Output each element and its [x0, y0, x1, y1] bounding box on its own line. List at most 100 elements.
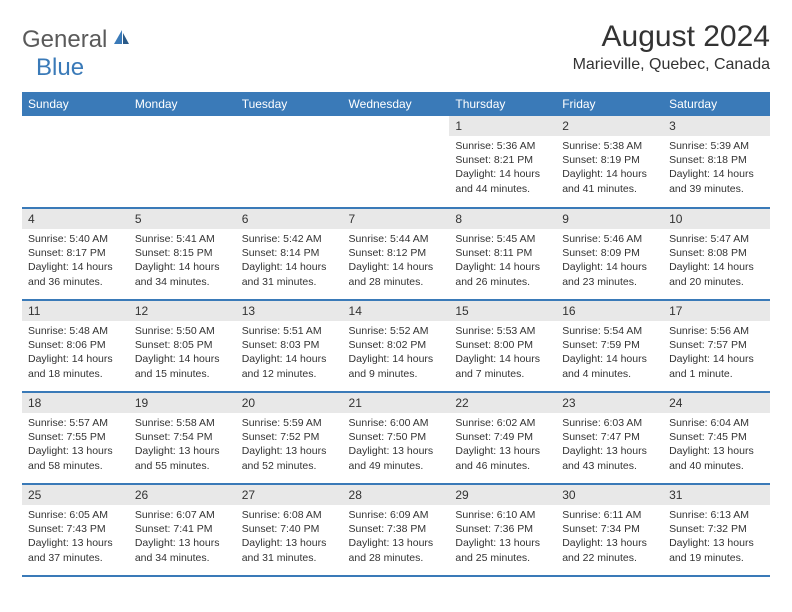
header: General August 2024 Marieville, Quebec, … — [22, 20, 770, 74]
day-info: Sunrise: 5:51 AMSunset: 8:03 PMDaylight:… — [236, 321, 343, 387]
day-info: Sunrise: 6:11 AMSunset: 7:34 PMDaylight:… — [556, 505, 663, 571]
day-number: 22 — [449, 393, 556, 413]
calendar-week-row: 1Sunrise: 5:36 AMSunset: 8:21 PMDaylight… — [22, 116, 770, 208]
day-cell: 11Sunrise: 5:48 AMSunset: 8:06 PMDayligh… — [22, 300, 129, 392]
day-info: Sunrise: 5:40 AMSunset: 8:17 PMDaylight:… — [22, 229, 129, 295]
day-cell: 20Sunrise: 5:59 AMSunset: 7:52 PMDayligh… — [236, 392, 343, 484]
day-cell: 4Sunrise: 5:40 AMSunset: 8:17 PMDaylight… — [22, 208, 129, 300]
day-cell: 23Sunrise: 6:03 AMSunset: 7:47 PMDayligh… — [556, 392, 663, 484]
day-header: Sunday — [22, 92, 129, 116]
day-number: 9 — [556, 209, 663, 229]
logo-blue-row: Blue — [36, 54, 84, 82]
logo-text-blue: Blue — [36, 54, 84, 82]
day-header: Friday — [556, 92, 663, 116]
day-cell: 27Sunrise: 6:08 AMSunset: 7:40 PMDayligh… — [236, 484, 343, 576]
day-info: Sunrise: 5:44 AMSunset: 8:12 PMDaylight:… — [343, 229, 450, 295]
day-info: Sunrise: 5:38 AMSunset: 8:19 PMDaylight:… — [556, 136, 663, 202]
day-cell: 12Sunrise: 5:50 AMSunset: 8:05 PMDayligh… — [129, 300, 236, 392]
day-cell: 31Sunrise: 6:13 AMSunset: 7:32 PMDayligh… — [663, 484, 770, 576]
day-number: 21 — [343, 393, 450, 413]
day-info: Sunrise: 5:53 AMSunset: 8:00 PMDaylight:… — [449, 321, 556, 387]
calendar-week-row: 11Sunrise: 5:48 AMSunset: 8:06 PMDayligh… — [22, 300, 770, 392]
day-cell: 18Sunrise: 5:57 AMSunset: 7:55 PMDayligh… — [22, 392, 129, 484]
day-cell: 13Sunrise: 5:51 AMSunset: 8:03 PMDayligh… — [236, 300, 343, 392]
day-number: 28 — [343, 485, 450, 505]
day-info: Sunrise: 5:54 AMSunset: 7:59 PMDaylight:… — [556, 321, 663, 387]
day-info: Sunrise: 5:52 AMSunset: 8:02 PMDaylight:… — [343, 321, 450, 387]
location: Marieville, Quebec, Canada — [573, 56, 770, 74]
day-header: Monday — [129, 92, 236, 116]
day-info: Sunrise: 5:57 AMSunset: 7:55 PMDaylight:… — [22, 413, 129, 479]
day-number: 6 — [236, 209, 343, 229]
day-number: 23 — [556, 393, 663, 413]
day-info: Sunrise: 6:02 AMSunset: 7:49 PMDaylight:… — [449, 413, 556, 479]
day-cell: 15Sunrise: 5:53 AMSunset: 8:00 PMDayligh… — [449, 300, 556, 392]
day-info: Sunrise: 5:45 AMSunset: 8:11 PMDaylight:… — [449, 229, 556, 295]
calendar-header-row: SundayMondayTuesdayWednesdayThursdayFrid… — [22, 92, 770, 116]
day-cell: 7Sunrise: 5:44 AMSunset: 8:12 PMDaylight… — [343, 208, 450, 300]
day-header: Tuesday — [236, 92, 343, 116]
day-number: 24 — [663, 393, 770, 413]
day-cell: 6Sunrise: 5:42 AMSunset: 8:14 PMDaylight… — [236, 208, 343, 300]
day-cell: 10Sunrise: 5:47 AMSunset: 8:08 PMDayligh… — [663, 208, 770, 300]
day-info: Sunrise: 6:08 AMSunset: 7:40 PMDaylight:… — [236, 505, 343, 571]
day-number: 29 — [449, 485, 556, 505]
day-cell: 16Sunrise: 5:54 AMSunset: 7:59 PMDayligh… — [556, 300, 663, 392]
day-header: Saturday — [663, 92, 770, 116]
calendar-body: 1Sunrise: 5:36 AMSunset: 8:21 PMDaylight… — [22, 116, 770, 576]
day-info: Sunrise: 5:47 AMSunset: 8:08 PMDaylight:… — [663, 229, 770, 295]
month-title: August 2024 — [573, 20, 770, 54]
day-info: Sunrise: 6:07 AMSunset: 7:41 PMDaylight:… — [129, 505, 236, 571]
calendar-week-row: 18Sunrise: 5:57 AMSunset: 7:55 PMDayligh… — [22, 392, 770, 484]
day-info: Sunrise: 6:10 AMSunset: 7:36 PMDaylight:… — [449, 505, 556, 571]
day-info: Sunrise: 5:42 AMSunset: 8:14 PMDaylight:… — [236, 229, 343, 295]
day-cell: 29Sunrise: 6:10 AMSunset: 7:36 PMDayligh… — [449, 484, 556, 576]
day-cell — [22, 116, 129, 208]
day-number: 26 — [129, 485, 236, 505]
day-number: 15 — [449, 301, 556, 321]
day-cell: 2Sunrise: 5:38 AMSunset: 8:19 PMDaylight… — [556, 116, 663, 208]
day-cell — [129, 116, 236, 208]
calendar-week-row: 4Sunrise: 5:40 AMSunset: 8:17 PMDaylight… — [22, 208, 770, 300]
day-info: Sunrise: 5:36 AMSunset: 8:21 PMDaylight:… — [449, 136, 556, 202]
day-header: Thursday — [449, 92, 556, 116]
day-number: 31 — [663, 485, 770, 505]
day-number: 16 — [556, 301, 663, 321]
day-number: 20 — [236, 393, 343, 413]
day-cell — [236, 116, 343, 208]
day-info: Sunrise: 6:09 AMSunset: 7:38 PMDaylight:… — [343, 505, 450, 571]
day-number: 7 — [343, 209, 450, 229]
day-cell: 25Sunrise: 6:05 AMSunset: 7:43 PMDayligh… — [22, 484, 129, 576]
day-number: 19 — [129, 393, 236, 413]
day-number: 12 — [129, 301, 236, 321]
day-number: 3 — [663, 116, 770, 136]
day-cell: 19Sunrise: 5:58 AMSunset: 7:54 PMDayligh… — [129, 392, 236, 484]
day-cell: 17Sunrise: 5:56 AMSunset: 7:57 PMDayligh… — [663, 300, 770, 392]
calendar-week-row: 25Sunrise: 6:05 AMSunset: 7:43 PMDayligh… — [22, 484, 770, 576]
day-number: 11 — [22, 301, 129, 321]
day-info: Sunrise: 6:00 AMSunset: 7:50 PMDaylight:… — [343, 413, 450, 479]
day-number: 18 — [22, 393, 129, 413]
day-cell: 21Sunrise: 6:00 AMSunset: 7:50 PMDayligh… — [343, 392, 450, 484]
day-info: Sunrise: 5:58 AMSunset: 7:54 PMDaylight:… — [129, 413, 236, 479]
day-info: Sunrise: 5:48 AMSunset: 8:06 PMDaylight:… — [22, 321, 129, 387]
day-number: 5 — [129, 209, 236, 229]
day-cell: 14Sunrise: 5:52 AMSunset: 8:02 PMDayligh… — [343, 300, 450, 392]
day-cell: 1Sunrise: 5:36 AMSunset: 8:21 PMDaylight… — [449, 116, 556, 208]
day-number: 14 — [343, 301, 450, 321]
day-info: Sunrise: 5:46 AMSunset: 8:09 PMDaylight:… — [556, 229, 663, 295]
day-cell: 22Sunrise: 6:02 AMSunset: 7:49 PMDayligh… — [449, 392, 556, 484]
day-info: Sunrise: 6:04 AMSunset: 7:45 PMDaylight:… — [663, 413, 770, 479]
day-number: 1 — [449, 116, 556, 136]
day-info: Sunrise: 6:05 AMSunset: 7:43 PMDaylight:… — [22, 505, 129, 571]
day-info: Sunrise: 5:56 AMSunset: 7:57 PMDaylight:… — [663, 321, 770, 387]
calendar-table: SundayMondayTuesdayWednesdayThursdayFrid… — [22, 92, 770, 577]
day-cell: 30Sunrise: 6:11 AMSunset: 7:34 PMDayligh… — [556, 484, 663, 576]
day-cell — [343, 116, 450, 208]
day-number: 10 — [663, 209, 770, 229]
day-cell: 8Sunrise: 5:45 AMSunset: 8:11 PMDaylight… — [449, 208, 556, 300]
day-cell: 26Sunrise: 6:07 AMSunset: 7:41 PMDayligh… — [129, 484, 236, 576]
day-number: 17 — [663, 301, 770, 321]
day-cell: 24Sunrise: 6:04 AMSunset: 7:45 PMDayligh… — [663, 392, 770, 484]
day-info: Sunrise: 5:41 AMSunset: 8:15 PMDaylight:… — [129, 229, 236, 295]
